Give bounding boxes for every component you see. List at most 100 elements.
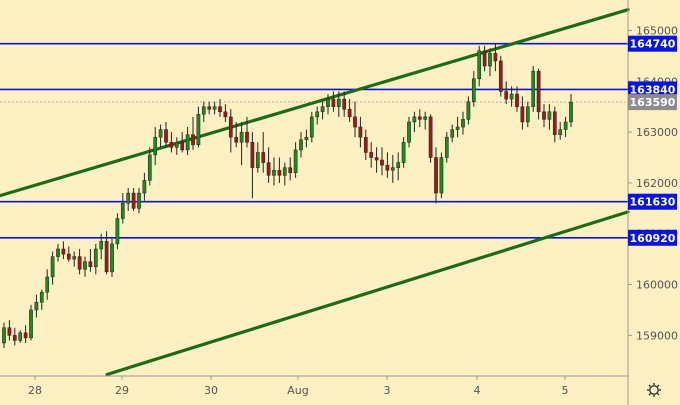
candle (525, 101, 530, 128)
candle (66, 246, 71, 262)
candle (466, 96, 471, 125)
candle (369, 142, 374, 168)
candle-body (531, 70, 536, 107)
candle (363, 129, 368, 161)
candle (380, 147, 384, 176)
plot-area (0, 8, 630, 377)
candle (288, 157, 293, 181)
candle (498, 55, 503, 97)
candle-body (390, 167, 395, 171)
candle (396, 152, 401, 181)
candle (309, 111, 314, 143)
candle-body (471, 78, 476, 102)
candle (207, 101, 212, 115)
level-label-bg (628, 35, 677, 52)
candle (293, 142, 298, 178)
y-tick-label: 160000 (636, 279, 678, 292)
candle (185, 127, 190, 155)
candle-body (50, 256, 55, 278)
level-label-bg (628, 81, 677, 98)
candle (272, 157, 276, 186)
candle (390, 154, 395, 183)
candle (83, 256, 87, 277)
level-label: 160920 (630, 232, 676, 245)
candle-body (563, 121, 568, 130)
candle (477, 45, 482, 87)
candle-body (234, 136, 239, 143)
candle-body (504, 91, 509, 100)
candle-body (493, 53, 498, 62)
candle (374, 147, 379, 173)
candle (115, 213, 120, 249)
candle (417, 109, 422, 128)
candle-body (417, 116, 422, 120)
candle (169, 132, 174, 153)
trendline (105, 210, 630, 377)
candle-body (158, 129, 163, 138)
candle-body (444, 136, 449, 158)
current-price-label-bg (628, 94, 677, 111)
candle (93, 243, 98, 275)
candle-body (120, 202, 125, 219)
candle (320, 101, 325, 120)
candle (261, 132, 266, 173)
settings-icon[interactable] (647, 383, 661, 397)
candle (552, 106, 557, 143)
candle-body (61, 248, 66, 255)
x-tick-label: 4 (474, 384, 481, 397)
x-tick-label: 30 (204, 384, 218, 397)
candle-body (374, 157, 379, 161)
candle-body (66, 253, 71, 260)
level-label-bg (628, 193, 677, 210)
candle-body (396, 162, 401, 168)
y-tick-label: 159000 (636, 329, 678, 342)
candle (56, 243, 60, 262)
x-tick-label: 5 (562, 384, 569, 397)
candle-body (536, 70, 541, 113)
x-tick-label: Aug (287, 384, 308, 397)
candle (504, 81, 509, 105)
candle-body (331, 98, 336, 107)
candle-body (104, 241, 109, 273)
candle-body (369, 152, 374, 158)
trendline (0, 8, 630, 198)
candle (515, 86, 519, 112)
candle-body (83, 261, 87, 270)
candle (358, 116, 363, 148)
candle (255, 142, 260, 173)
candle (347, 99, 352, 122)
candle (174, 137, 179, 155)
candle-body (407, 121, 411, 143)
candle (434, 147, 438, 204)
candle-body (358, 126, 363, 138)
candle (282, 162, 287, 186)
candle (401, 137, 406, 168)
candle (45, 269, 50, 300)
candle (266, 147, 271, 183)
candle-body (272, 169, 276, 176)
candle-body (450, 129, 455, 138)
candle (110, 238, 114, 277)
candle-body (7, 327, 12, 336)
candle (120, 193, 125, 224)
candle (39, 289, 44, 310)
candle (385, 152, 390, 178)
candle (158, 124, 163, 148)
candle-body (380, 159, 384, 166)
candle-body (169, 142, 174, 148)
candle-body (488, 53, 492, 67)
y-tick-label: 165000 (636, 24, 678, 37)
candle-body (353, 116, 357, 128)
candle-body (288, 167, 293, 174)
candle (558, 121, 563, 140)
candle-body (558, 129, 563, 135)
candle-body (282, 167, 287, 176)
level-label: 164740 (630, 38, 676, 51)
candle-body (18, 332, 23, 341)
candle-body (147, 154, 152, 181)
candle-body (261, 152, 266, 163)
candle-body (466, 101, 471, 120)
candle-body (180, 142, 185, 151)
candle-body (439, 157, 444, 194)
candle-body (56, 248, 60, 257)
